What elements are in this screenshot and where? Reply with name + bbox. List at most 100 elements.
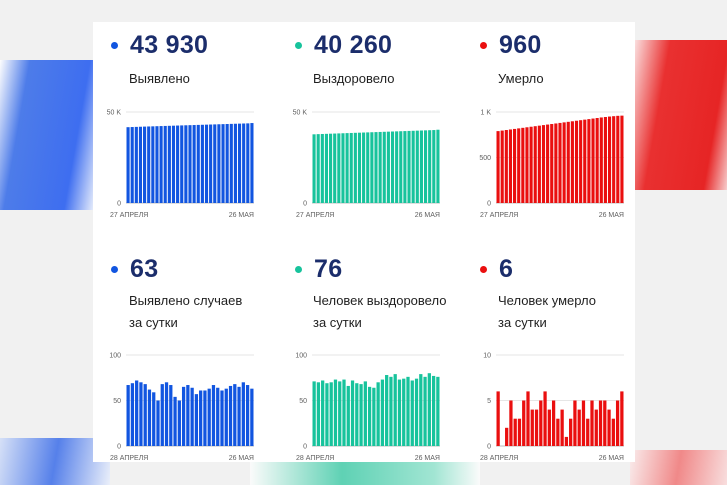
bar [180, 125, 184, 203]
bar [233, 384, 237, 446]
x-end-label: 26 МАЯ [599, 212, 624, 219]
bar [186, 385, 190, 446]
bar [508, 129, 513, 203]
bar [399, 131, 403, 203]
bar [164, 382, 169, 446]
bar [376, 382, 380, 446]
bar [415, 130, 419, 203]
bar [574, 120, 579, 203]
bar [566, 121, 570, 203]
x-start-label: 28 АПРЕЛЯ [480, 455, 518, 462]
bar [155, 126, 159, 203]
bar [556, 418, 560, 446]
bar [395, 131, 399, 203]
bar [207, 388, 211, 446]
y-tick-label: 0 [117, 201, 121, 208]
bar [321, 380, 325, 446]
bar [603, 117, 607, 203]
y-tick-label: 1 K [480, 110, 491, 117]
bar [599, 117, 603, 203]
bar [411, 130, 415, 203]
bar [581, 400, 586, 446]
bullet-dot [480, 41, 487, 49]
bar [333, 379, 338, 446]
bar [320, 133, 324, 203]
bar [616, 115, 620, 203]
x-end-label: 26 МАЯ [599, 455, 624, 462]
bar [436, 376, 440, 446]
bar [200, 124, 204, 203]
bg-blue-stripe-bottom [0, 438, 110, 485]
bar [587, 119, 591, 203]
bar [403, 131, 407, 203]
stat-label: Умерло [498, 71, 544, 86]
bar [615, 400, 620, 446]
bar [579, 120, 583, 203]
bar [171, 125, 176, 203]
bar [370, 132, 374, 203]
bar [355, 383, 359, 446]
bar [135, 380, 139, 446]
bar [250, 123, 254, 203]
bar [241, 382, 245, 446]
bar [196, 124, 200, 203]
bar [526, 391, 530, 446]
bar [513, 418, 517, 446]
bar [551, 400, 556, 446]
bar [569, 418, 573, 446]
bar [525, 127, 529, 203]
y-tick-label: 0 [487, 201, 491, 208]
bar [353, 132, 357, 203]
bar [541, 125, 546, 203]
stat-label: Человек умерло за сутки [498, 293, 596, 330]
bar [419, 130, 423, 203]
bg-blue-stripe [0, 60, 94, 210]
bar [163, 125, 167, 203]
bar [204, 124, 209, 203]
bar [577, 409, 581, 446]
bar [147, 126, 151, 203]
x-start-label: 28 АПРЕЛЯ [296, 455, 334, 462]
stat-value: 6 [499, 254, 514, 283]
y-tick-label: 0 [303, 201, 307, 208]
bar [192, 125, 196, 203]
bar [590, 400, 594, 446]
bar [229, 123, 233, 203]
stat-value: 76 [314, 254, 343, 283]
bar [389, 376, 393, 446]
bar [382, 131, 386, 203]
bar [203, 390, 207, 446]
bar [543, 391, 547, 446]
bar [385, 375, 389, 446]
bar [349, 132, 353, 203]
bar [209, 124, 213, 203]
bar [419, 374, 423, 446]
bar [333, 133, 337, 203]
bar [414, 378, 419, 446]
x-end-label: 26 МАЯ [415, 212, 440, 219]
bar [126, 127, 130, 203]
y-tick-label: 500 [479, 155, 491, 162]
bar [406, 376, 410, 446]
bar [598, 400, 603, 446]
y-tick-label: 50 [113, 398, 121, 405]
bar [397, 379, 402, 446]
bar [156, 400, 160, 446]
bar [564, 436, 569, 446]
bar [547, 409, 551, 446]
bar [338, 381, 342, 446]
chart-detected-daily: 0 50 100 28 АПРЕЛЯ 26 МАЯ [109, 353, 254, 462]
bar [173, 396, 177, 446]
bar [341, 133, 345, 203]
bar [560, 409, 564, 446]
y-tick-label: 50 K [293, 110, 308, 117]
x-end-label: 26 МАЯ [229, 455, 254, 462]
bar [539, 400, 543, 446]
x-end-label: 26 МАЯ [229, 212, 254, 219]
bar [529, 126, 533, 203]
bar [423, 376, 427, 446]
bar [176, 125, 180, 203]
bar [591, 118, 595, 203]
bar [534, 409, 539, 446]
y-tick-label: 0 [487, 444, 491, 451]
